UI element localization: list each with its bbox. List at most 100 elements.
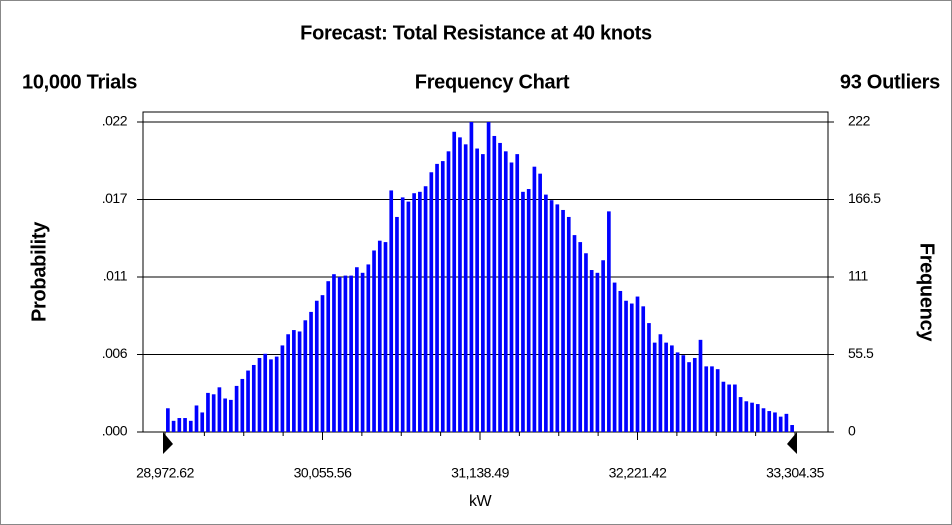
bar: [211, 394, 216, 432]
bar: [229, 399, 233, 432]
bar: [532, 166, 537, 432]
y-axis-label: Probability: [28, 221, 50, 322]
bar: [355, 267, 359, 432]
bar: [687, 362, 691, 432]
bar: [280, 345, 285, 432]
bar: [349, 275, 353, 432]
bar: [481, 154, 485, 432]
y2-tick-label: 55.5: [848, 345, 874, 361]
bar: [292, 330, 296, 432]
bar: [452, 131, 457, 432]
bar: [366, 264, 371, 432]
bar: [303, 320, 308, 432]
bar: [458, 137, 462, 433]
bar: [566, 216, 571, 432]
bar: [412, 193, 416, 432]
trials: 10,000 Trials: [22, 71, 137, 93]
bar: [194, 405, 199, 432]
bar: [601, 260, 605, 432]
y-tick-label: .000: [102, 423, 128, 439]
bar: [326, 281, 331, 432]
bar: [463, 144, 468, 432]
bar: [372, 250, 376, 432]
x-tick-label: 30,055.56: [294, 465, 352, 481]
bar: [652, 342, 657, 432]
chart-title: Forecast: Total Resistance at 40 knots: [300, 22, 652, 44]
y-tick-label: .011: [103, 268, 128, 284]
bar: [629, 303, 634, 432]
bar: [223, 398, 227, 432]
bar: [383, 242, 388, 432]
bar: [418, 191, 422, 432]
bar: [549, 200, 554, 432]
bar: [704, 366, 709, 432]
bar: [240, 378, 245, 432]
bar: [297, 331, 302, 432]
y2-axis-label: Frequency: [916, 243, 938, 343]
bar: [612, 282, 617, 432]
bar: [647, 323, 651, 432]
x-tick-label: 33,304.35: [766, 465, 824, 481]
bar: [309, 311, 313, 432]
bar: [469, 122, 474, 432]
bar: [607, 211, 611, 432]
y2-tick-label: 111: [848, 268, 868, 284]
bar: [429, 172, 434, 432]
bar: [618, 290, 623, 432]
bar: [251, 364, 256, 432]
bar: [761, 408, 766, 432]
y2-tick-label: 222: [848, 113, 871, 129]
x-axis-label: kW: [469, 493, 493, 510]
bar: [544, 194, 548, 432]
bar: [423, 186, 428, 432]
bar: [360, 272, 365, 432]
bar: [395, 216, 399, 432]
bar: [710, 366, 714, 432]
bar: [286, 334, 290, 432]
bar: [624, 300, 628, 432]
bar: [515, 154, 520, 432]
bar: [263, 353, 268, 432]
bar: [177, 418, 182, 432]
bar: [658, 334, 663, 432]
bar: [332, 274, 336, 432]
bar: [526, 189, 531, 432]
bar: [692, 357, 697, 432]
bar: [750, 402, 754, 432]
bar: [486, 122, 491, 432]
bar: [681, 355, 686, 432]
bar: [715, 369, 720, 432]
bar: [675, 352, 680, 432]
bar: [377, 240, 382, 432]
bar: [721, 381, 726, 432]
bar: [171, 420, 176, 432]
bar: [274, 356, 279, 432]
y2-tick-label: 0: [848, 423, 856, 439]
bar: [200, 412, 205, 432]
bar: [555, 204, 560, 432]
bar: [440, 161, 445, 432]
bar: [790, 425, 794, 432]
bar: [738, 397, 743, 432]
bar: [343, 275, 348, 432]
bar: [406, 201, 411, 432]
bar: [166, 408, 170, 432]
bar: [635, 296, 640, 432]
bar: [435, 163, 439, 432]
bar: [257, 357, 262, 432]
bar: [538, 173, 542, 432]
outliers: 93 Outliers: [840, 71, 940, 93]
bar: [641, 306, 646, 432]
bar: [727, 384, 731, 432]
bar: [733, 384, 737, 432]
bar: [561, 209, 565, 432]
y-tick-label: .006: [102, 345, 128, 361]
bar: [183, 418, 187, 432]
bar: [698, 339, 703, 432]
bar: [744, 401, 749, 432]
x-tick-label: 31,138.49: [451, 465, 509, 481]
bar: [664, 342, 668, 432]
bar: [400, 197, 405, 432]
bar: [337, 277, 342, 432]
